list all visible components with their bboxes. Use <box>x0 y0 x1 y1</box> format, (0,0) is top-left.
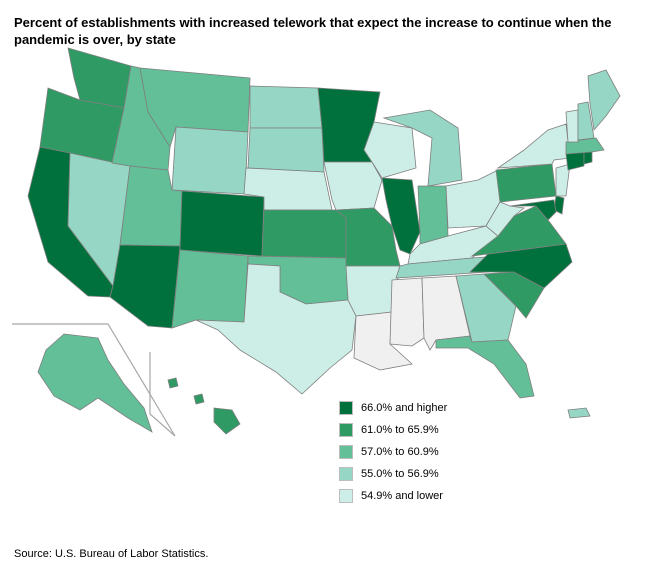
legend-swatch <box>339 489 353 503</box>
state-HI-oahu[interactable] <box>193 393 205 405</box>
legend-label: 66.0% and higher <box>361 402 448 414</box>
state-SD[interactable] <box>247 127 325 173</box>
state-IA[interactable] <box>323 161 383 211</box>
legend-item: 66.0% and higher <box>339 400 447 416</box>
state-ND[interactable] <box>249 85 323 129</box>
state-KS[interactable] <box>261 209 347 259</box>
state-NJ[interactable] <box>555 163 571 197</box>
legend-swatch <box>339 423 353 437</box>
map-title: Percent of establishments with increased… <box>14 15 612 47</box>
state-CO[interactable] <box>179 190 265 257</box>
state-NY[interactable] <box>496 123 571 169</box>
legend-item: 61.0% to 65.9% <box>339 422 447 438</box>
alaska-inset-border <box>12 323 176 437</box>
state-WY[interactable] <box>171 126 249 195</box>
state-NM[interactable] <box>171 249 249 329</box>
state-HI[interactable] <box>213 407 241 435</box>
legend-item: 55.0% to 56.9% <box>339 466 447 482</box>
state-FL[interactable] <box>435 335 535 399</box>
state-CT[interactable] <box>565 151 585 171</box>
legend-label: 57.0% to 60.9% <box>361 446 439 458</box>
state-VT[interactable] <box>565 109 579 143</box>
state-MS[interactable] <box>389 277 425 347</box>
state-AZ[interactable] <box>109 244 181 329</box>
state-MI[interactable] <box>382 109 463 187</box>
legend-swatch <box>339 445 353 459</box>
legend: 66.0% and higher 61.0% to 65.9% 57.0% to… <box>339 400 447 510</box>
legend-label: 55.0% to 56.9% <box>361 468 439 480</box>
state-TX[interactable] <box>195 263 357 395</box>
legend-item: 57.0% to 60.9% <box>339 444 447 460</box>
state-ME[interactable] <box>587 69 621 131</box>
legend-label: 54.9% and lower <box>361 490 443 502</box>
state-IL[interactable] <box>381 177 421 255</box>
state-HI-kauai[interactable] <box>167 377 179 389</box>
legend-item: 54.9% and lower <box>339 488 447 504</box>
legend-swatch <box>339 401 353 415</box>
legend-label: 61.0% to 65.9% <box>361 424 439 436</box>
source-note: Source: U.S. Bureau of Labor Statistics. <box>14 548 209 560</box>
state-MO[interactable] <box>334 207 401 267</box>
state-NH[interactable] <box>577 101 595 141</box>
legend-swatch <box>339 467 353 481</box>
state-AK[interactable] <box>37 333 153 433</box>
state-PA[interactable] <box>495 163 557 203</box>
state-IN[interactable] <box>417 185 449 245</box>
hawaii-inset-border <box>149 352 176 437</box>
state-MD[interactable] <box>509 199 557 221</box>
state-RI[interactable] <box>583 151 593 165</box>
state-PR[interactable] <box>567 407 591 419</box>
